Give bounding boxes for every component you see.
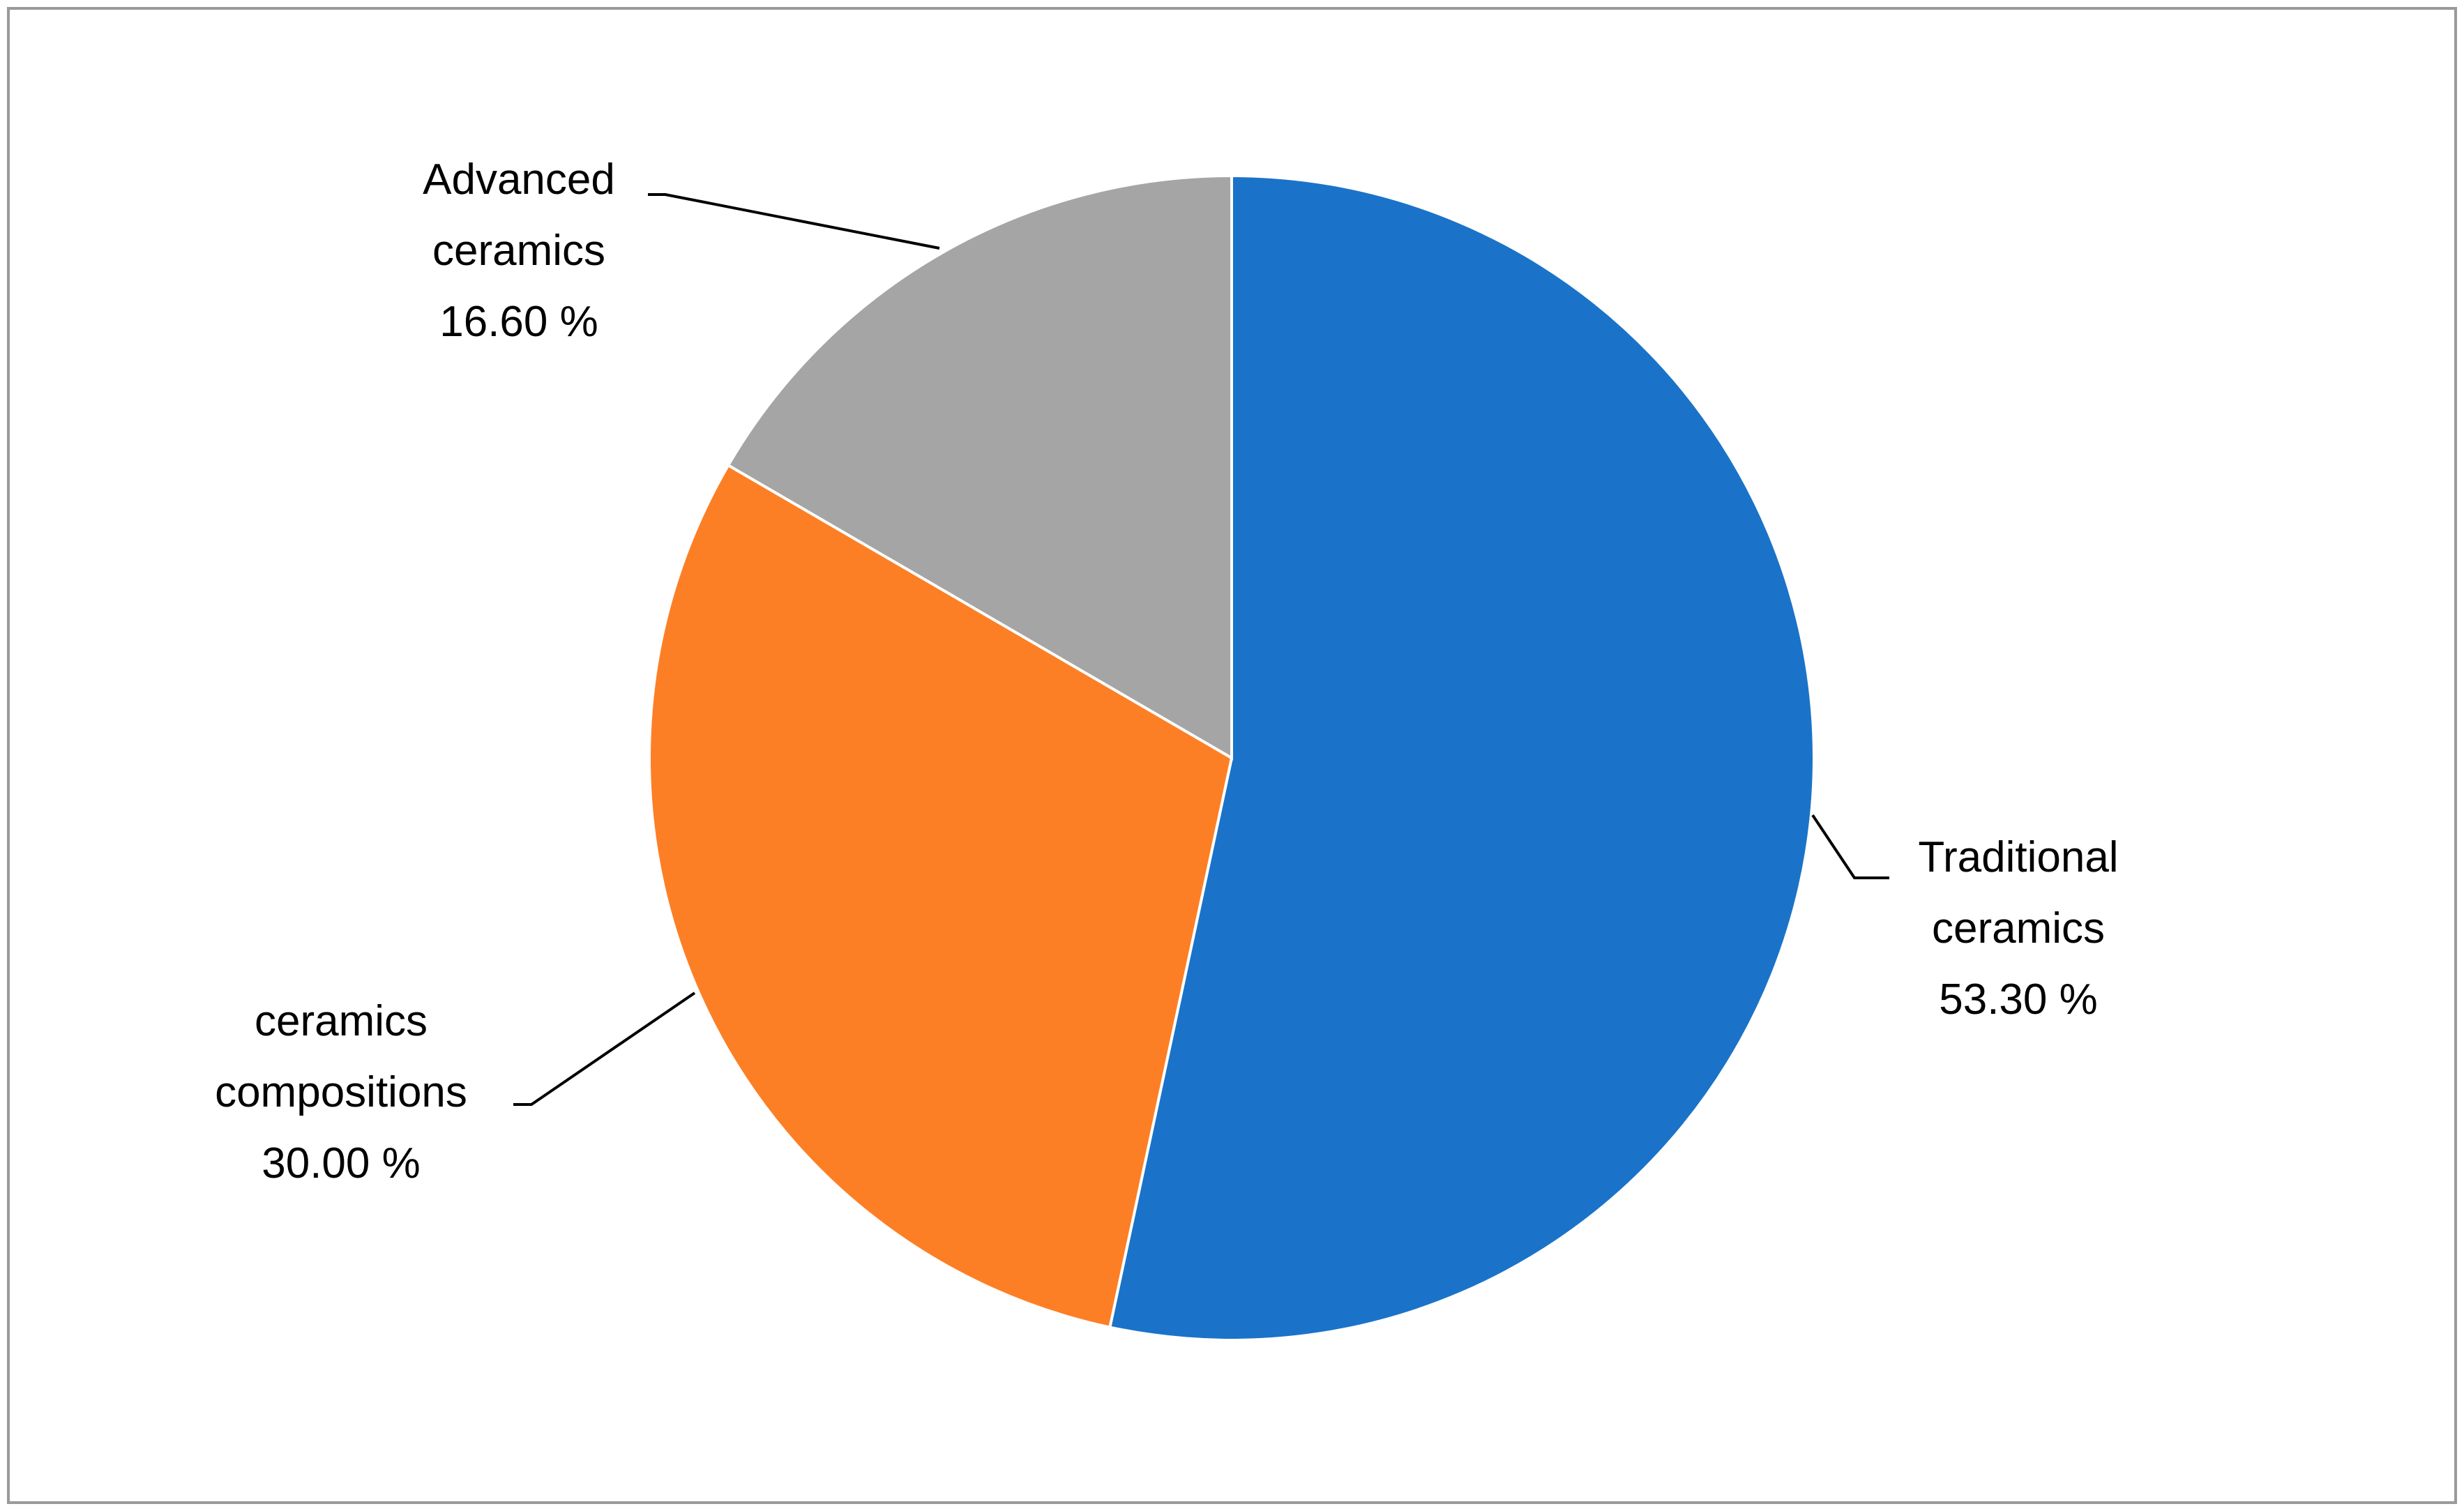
- data-label-advanced-ceramics: Advanced ceramics 16.60 %: [400, 144, 637, 358]
- leader-line-traditional-ceramics: [1811, 814, 1889, 879]
- pie-slice-advanced-ceramics: [726, 174, 1233, 761]
- slice-label-line-2: ceramics: [1931, 904, 2106, 952]
- pie-slice-traditional-ceramics: [1108, 174, 1816, 1342]
- slice-value-label: 53.30 %: [1939, 975, 2098, 1024]
- slice-value-label: 16.60 %: [439, 298, 598, 346]
- data-label-ceramics-compositions: ceramics compositions 30.00 %: [177, 986, 505, 1199]
- pie-slice-ceramics-compositions: [648, 463, 1234, 1329]
- chart-frame: Traditional ceramics 53.30 % ceramics co…: [7, 7, 2457, 1504]
- slice-label-line-1: ceramics: [254, 997, 428, 1045]
- pie-chart: [513, 174, 1889, 1342]
- slice-value-label: 30.00 %: [262, 1139, 421, 1187]
- data-label-traditional-ceramics: Traditional ceramics 53.30 %: [1900, 822, 2137, 1035]
- slice-label-line-1: Traditional: [1918, 833, 2119, 881]
- leader-line-ceramics-compositions: [513, 992, 696, 1106]
- leader-line-advanced-ceramics: [648, 193, 940, 250]
- slice-label-line-2: ceramics: [432, 227, 606, 275]
- slice-label-line-2: compositions: [215, 1068, 467, 1116]
- slice-label-line-1: Advanced: [423, 155, 615, 204]
